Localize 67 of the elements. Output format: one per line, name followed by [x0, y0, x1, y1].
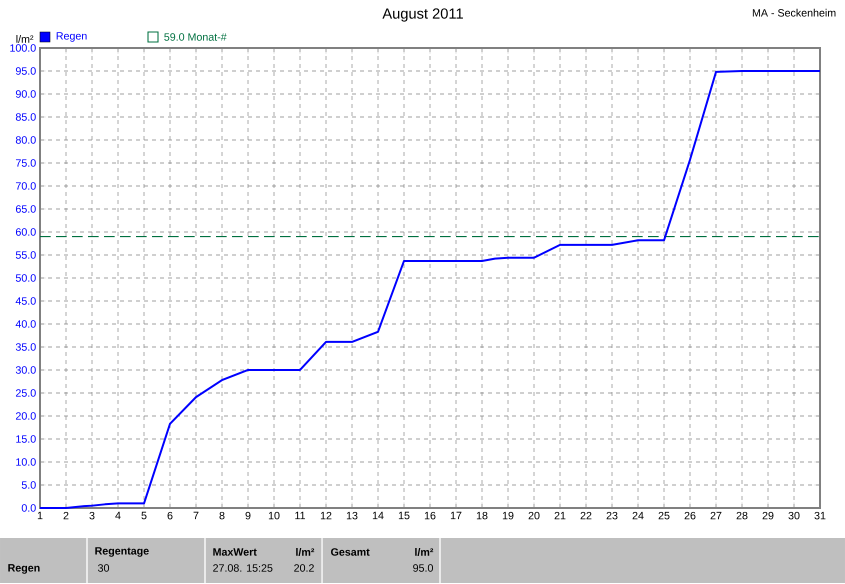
- x-tick-label: 12: [320, 512, 332, 520]
- y-tick-label: 75.0: [16, 159, 36, 167]
- y-tick-label: 40.0: [16, 320, 36, 328]
- x-tick-label: 19: [502, 512, 514, 520]
- text: Gesamt: [331, 548, 370, 556]
- y-tick-label: 70.0: [16, 182, 36, 190]
- x-tick-label: 23: [606, 512, 618, 520]
- y-tick-label: 60.0: [16, 228, 36, 236]
- y-tick-label: 80.0: [16, 136, 36, 144]
- chart-subtitle: MA - Seckenheim: [752, 8, 836, 17]
- x-tick-label: 27: [710, 512, 722, 520]
- text: 95.0: [413, 564, 433, 572]
- x-tick-label: 15: [398, 512, 410, 520]
- text: 27.08. 15:25: [213, 564, 272, 572]
- x-tick-label: 30: [788, 512, 800, 520]
- y-tick-label: 10.0: [16, 458, 36, 466]
- x-tick-label: 5: [141, 512, 147, 520]
- x-tick-label: 3: [89, 512, 94, 520]
- text: 20.2: [294, 564, 314, 572]
- y-tick-label: 25.0: [16, 389, 36, 397]
- x-tick-label: 2: [64, 512, 68, 520]
- y-tick-label: 100.0: [10, 44, 36, 52]
- x-tick-label: 10: [268, 512, 280, 520]
- y-tick-label: 5.0: [22, 481, 36, 489]
- y-tick-label: 30.0: [16, 366, 36, 374]
- x-tick-label: 16: [424, 512, 436, 520]
- y-tick-label: 85.0: [16, 113, 36, 121]
- x-tick-label: 24: [632, 512, 644, 520]
- legend-label: Regen: [56, 32, 87, 42]
- x-tick-label: 4: [115, 512, 121, 520]
- y-tick-label: 35.0: [16, 343, 36, 351]
- x-tick-label: 29: [762, 512, 774, 520]
- x-tick-label: 9: [246, 512, 250, 520]
- y-tick-label: 65.0: [16, 205, 36, 213]
- x-tick-label: 25: [658, 512, 670, 520]
- y-tick-label: 55.0: [16, 251, 36, 259]
- x-tick-label: 14: [372, 512, 384, 520]
- x-tick-label: 17: [450, 512, 462, 520]
- text: l/m²: [415, 548, 434, 556]
- text: l/m²: [296, 548, 314, 556]
- text: Regen: [8, 564, 40, 574]
- y-tick-label: 50.0: [16, 274, 36, 282]
- x-tick-label: 22: [580, 512, 592, 520]
- x-tick-label: 20: [528, 512, 540, 520]
- x-tick-label: 28: [736, 512, 748, 520]
- legend-label: 59.0 Monat-#: [164, 33, 227, 41]
- chart-title: August 2011: [382, 8, 463, 22]
- x-tick-label: 13: [346, 512, 358, 520]
- y-axis-title: l/m²: [16, 35, 34, 44]
- y-tick-label: 45.0: [16, 297, 36, 305]
- x-tick-label: 31: [814, 512, 826, 520]
- x-tick-label: 26: [684, 512, 696, 520]
- y-tick-label: 90.0: [16, 90, 36, 98]
- y-tick-label: 20.0: [16, 412, 36, 420]
- x-tick-label: 11: [295, 512, 306, 520]
- x-tick-label: 18: [476, 512, 488, 520]
- y-tick-label: 0.0: [22, 504, 36, 512]
- x-tick-label: 1: [38, 512, 42, 520]
- x-tick-label: 7: [194, 512, 198, 520]
- y-tick-label: 15.0: [16, 435, 36, 443]
- x-tick-label: 6: [168, 512, 172, 520]
- x-tick-label: 8: [220, 512, 224, 520]
- text: MaxWert: [213, 548, 257, 556]
- x-tick-label: 21: [554, 512, 566, 520]
- text: 30: [98, 564, 110, 572]
- y-tick-label: 95.0: [16, 67, 36, 75]
- text: Regentage: [95, 547, 149, 557]
